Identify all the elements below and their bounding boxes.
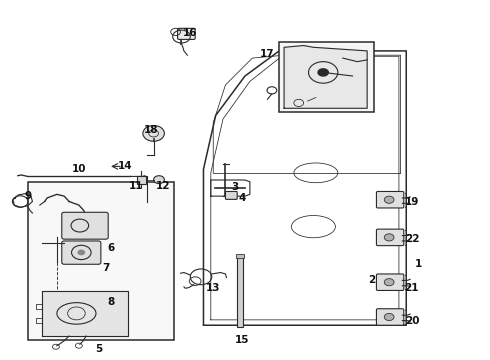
FancyBboxPatch shape [177,28,195,40]
Text: 3: 3 [232,182,239,192]
Text: 20: 20 [405,316,419,325]
Text: 10: 10 [72,164,86,174]
Bar [237,257,243,327]
Text: 9: 9 [24,191,31,201]
Circle shape [384,234,394,241]
Text: 22: 22 [405,234,420,244]
Text: 12: 12 [156,181,170,191]
FancyBboxPatch shape [376,309,404,325]
FancyBboxPatch shape [376,229,404,246]
Bar [137,176,147,184]
Text: 6: 6 [107,243,114,253]
Text: 8: 8 [107,297,114,307]
Polygon shape [284,45,367,108]
Text: 14: 14 [118,161,133,171]
Polygon shape [42,291,128,336]
Text: 17: 17 [260,49,274,59]
Circle shape [143,126,164,141]
Text: 7: 7 [102,263,109,273]
Bar [27,182,174,339]
Text: 4: 4 [239,193,246,203]
Text: 5: 5 [95,343,102,354]
Circle shape [384,196,394,203]
Text: 13: 13 [206,283,220,293]
Text: 16: 16 [183,28,197,38]
FancyBboxPatch shape [376,192,404,208]
Circle shape [318,68,329,77]
Text: 18: 18 [144,125,158,135]
Circle shape [77,249,85,255]
Circle shape [154,176,164,184]
Circle shape [384,314,394,320]
Bar [279,42,374,112]
Circle shape [384,279,394,286]
Text: 19: 19 [405,197,419,207]
Text: 1: 1 [415,259,422,269]
Text: 11: 11 [129,181,144,191]
FancyBboxPatch shape [376,274,404,291]
Bar [236,254,244,258]
Text: 2: 2 [368,275,376,285]
FancyBboxPatch shape [62,241,101,264]
Text: 21: 21 [404,283,418,293]
FancyBboxPatch shape [225,192,237,199]
FancyBboxPatch shape [62,212,108,239]
Text: 15: 15 [235,334,250,345]
